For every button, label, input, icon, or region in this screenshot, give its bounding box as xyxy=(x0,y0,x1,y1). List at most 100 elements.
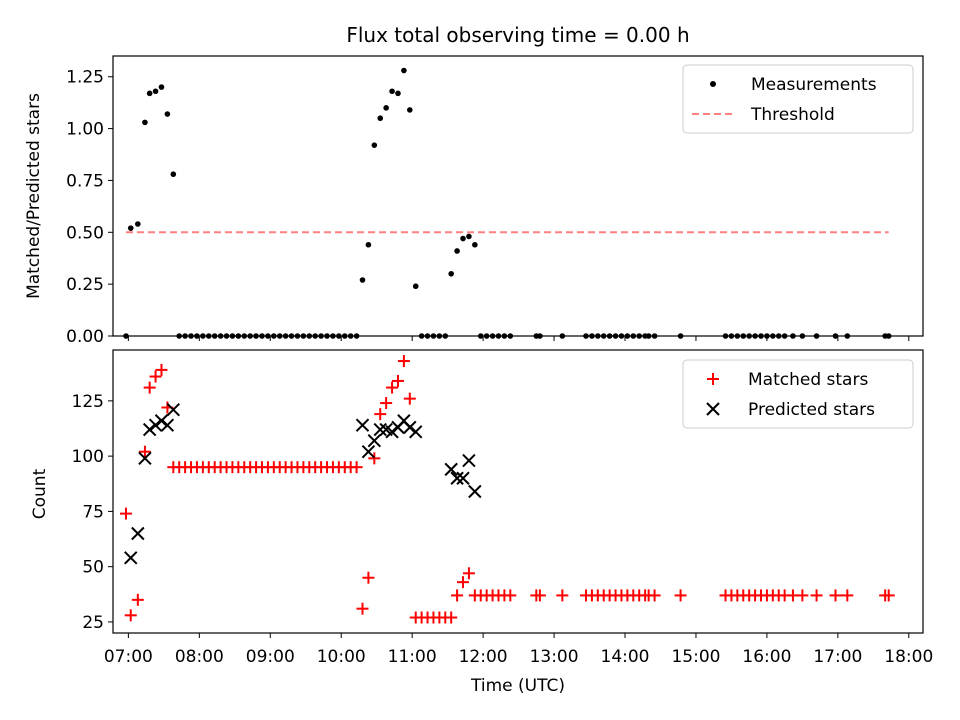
measurements-point xyxy=(775,333,782,339)
measurements-point xyxy=(740,333,747,339)
matched-stars-point xyxy=(556,589,569,602)
measurements-point xyxy=(377,115,384,122)
measurements-point xyxy=(395,90,401,97)
ratio-y-tick-label: 0.00 xyxy=(66,327,104,347)
time-x-tick-label: 07:00 xyxy=(104,647,153,667)
measurements-point xyxy=(383,105,389,111)
measurements-point xyxy=(294,333,301,339)
measurements-point xyxy=(306,333,313,339)
measurements-point xyxy=(781,333,788,339)
measurements-point xyxy=(746,333,752,339)
matched-stars-point xyxy=(397,355,410,368)
matched-stars-point xyxy=(155,363,168,376)
threshold-legend-label: Threshold xyxy=(750,105,835,125)
measurements-point xyxy=(164,111,171,117)
measurements-point xyxy=(229,333,236,339)
chart-title: Flux total observing time = 0.00 h xyxy=(346,23,689,47)
predicted-stars-point xyxy=(154,414,169,428)
measurements-point xyxy=(318,333,324,339)
time-x-tick-label: 17:00 xyxy=(813,647,862,667)
measurements-point xyxy=(146,90,153,97)
measurements-point xyxy=(583,333,589,339)
measurements-point xyxy=(436,333,443,339)
ratio-plot-marks xyxy=(123,67,892,339)
matched-stars-point xyxy=(374,408,387,421)
predicted-stars-point xyxy=(124,551,138,565)
measurements-point xyxy=(677,333,684,339)
count-y-tick-label: 25 xyxy=(82,613,104,633)
measurements-point xyxy=(722,333,729,339)
matched-stars-point xyxy=(462,567,475,580)
measurements-point xyxy=(844,333,851,339)
measurements-point xyxy=(412,283,419,290)
measurements-point xyxy=(600,333,607,339)
matched-stars-point xyxy=(674,589,687,602)
predicted-stars-point xyxy=(138,451,152,466)
measurements-point xyxy=(537,333,543,339)
predicted-stars-point xyxy=(444,462,458,477)
measurements-point xyxy=(123,333,129,339)
measurements-point xyxy=(217,333,224,339)
matched-stars-point xyxy=(120,507,133,520)
measurements-point xyxy=(595,333,601,339)
count-y-axis: 25 50 75 100 125 xyxy=(72,392,113,633)
measurements-point xyxy=(276,333,283,339)
matched-stars-point xyxy=(131,593,144,606)
measurements-point xyxy=(223,333,230,339)
measurements-point xyxy=(630,333,637,339)
predicted-stars-point xyxy=(131,526,145,541)
measurements-point xyxy=(612,333,619,339)
measurements-legend-label: Measurements xyxy=(751,75,877,95)
time-x-tick-label: 11:00 xyxy=(388,647,437,667)
ratio-y-axis: 0.00 0.25 0.50 0.75 1.00 1.25 xyxy=(66,68,113,347)
time-x-tick-label: 13:00 xyxy=(530,647,579,667)
measurements-point xyxy=(253,333,259,339)
measurements-point xyxy=(259,333,265,339)
measurements-point xyxy=(624,333,631,339)
ratio-y-tick-label: 1.25 xyxy=(66,68,104,88)
predicted-stars-point xyxy=(148,418,163,432)
measurements-point xyxy=(158,84,165,90)
measurements-point xyxy=(324,333,330,339)
measurements-point xyxy=(312,333,319,339)
time-x-tick-label: 14:00 xyxy=(601,647,650,667)
matched-stars-point xyxy=(796,589,809,602)
measurements-point xyxy=(241,333,248,339)
measurements-point xyxy=(477,333,484,339)
matched-stars-point xyxy=(445,611,458,624)
matched-stars-point xyxy=(882,589,895,602)
measurements-point xyxy=(764,333,770,339)
count-y-tick-label: 100 xyxy=(72,447,104,467)
measurements-point xyxy=(247,333,253,339)
count-legend: Matched stars Predicted stars xyxy=(682,359,914,429)
ratio-y-tick-label: 0.75 xyxy=(66,171,104,191)
matched-stars-point xyxy=(504,589,517,602)
measurements-point xyxy=(559,333,566,339)
measurements-point xyxy=(424,333,431,339)
matched-stars-point xyxy=(138,445,151,458)
measurements-point xyxy=(813,333,820,339)
predicted-stars-point xyxy=(373,422,387,437)
measurements-point xyxy=(336,333,342,339)
measurements-point xyxy=(300,333,307,339)
measurements-point xyxy=(282,333,289,339)
predicted-stars-point xyxy=(142,422,157,437)
matched-stars-point xyxy=(350,461,363,474)
ratio-plot-frame xyxy=(112,55,924,337)
measurements-point xyxy=(142,119,148,126)
measurements-point xyxy=(507,333,514,339)
measurements-point xyxy=(194,333,200,339)
ratio-legend: Measurements Threshold xyxy=(682,64,914,134)
measurements-point xyxy=(618,333,625,339)
measurements-point xyxy=(832,333,839,339)
matched-stars-legend-marker xyxy=(707,373,719,385)
count-y-axis-label: Count xyxy=(30,468,50,519)
matched-stars-point xyxy=(829,589,842,602)
measurements-point xyxy=(353,333,360,339)
measurements-point xyxy=(466,233,472,240)
measurements-point xyxy=(235,333,242,339)
measurements-point xyxy=(152,88,159,95)
measurements-point xyxy=(211,333,218,339)
measurements-point xyxy=(127,225,134,231)
